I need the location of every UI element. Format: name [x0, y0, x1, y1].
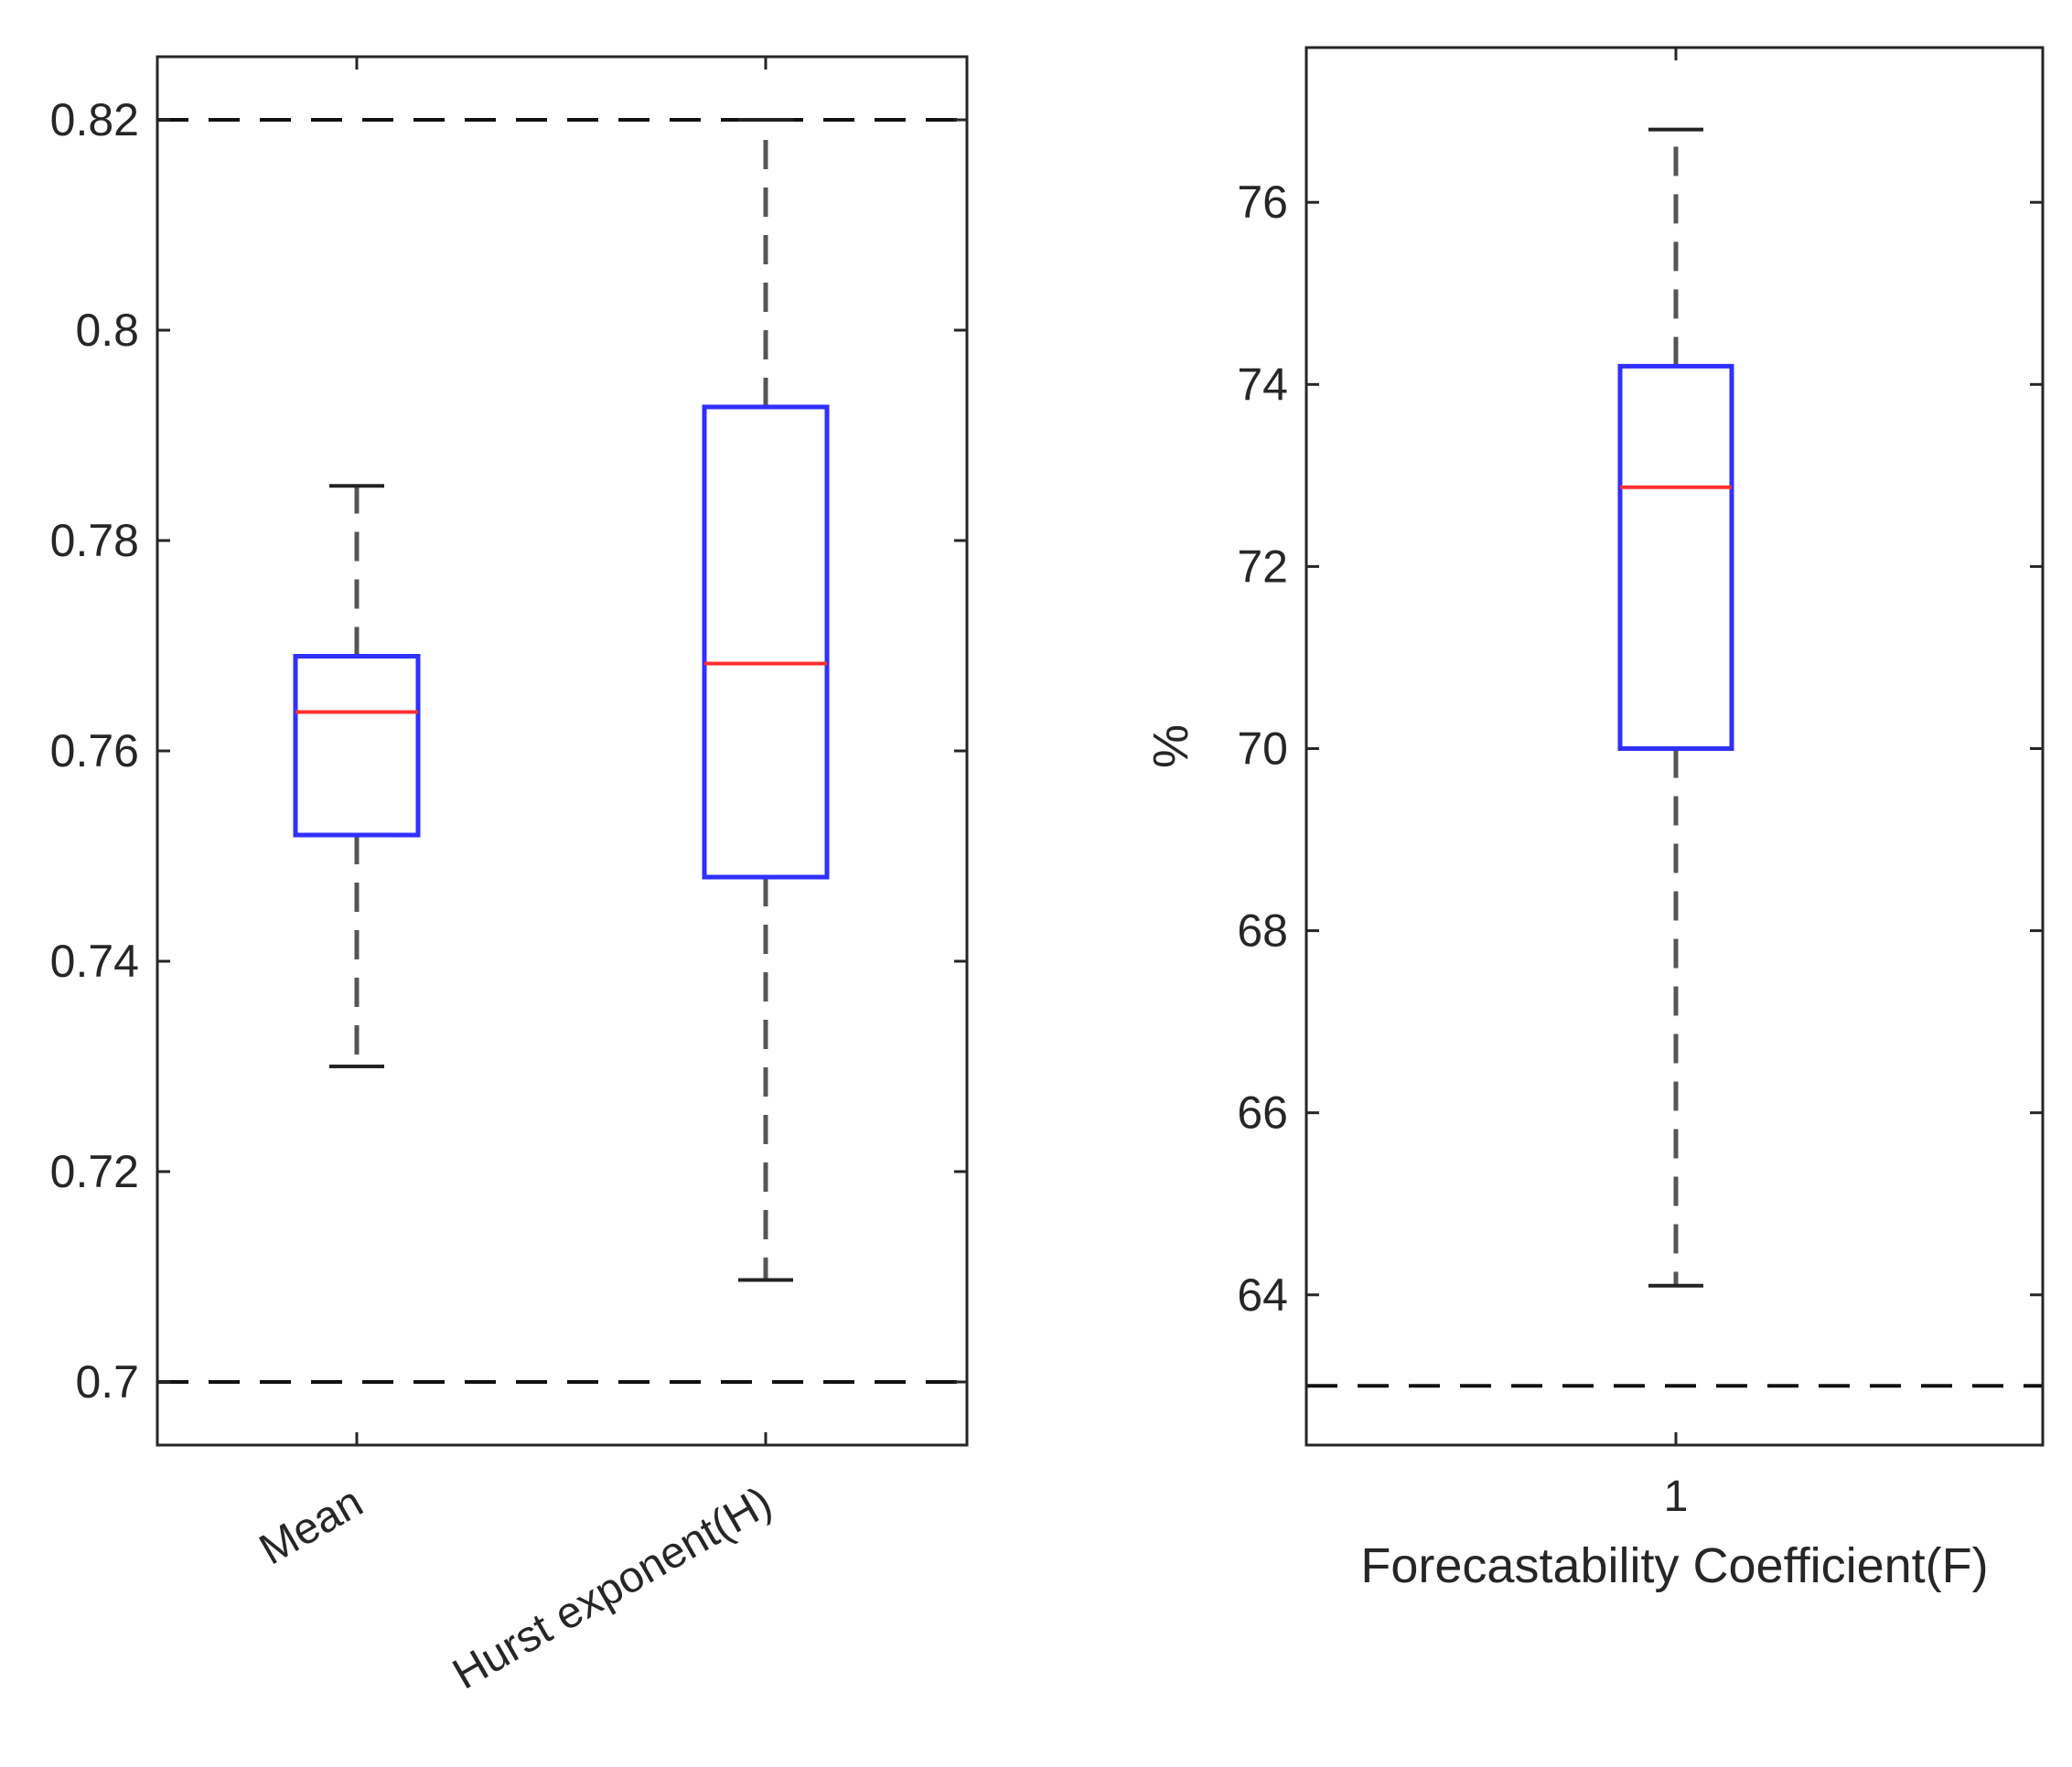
- y-tick-label: 76: [1237, 177, 1288, 228]
- box-2: [702, 118, 830, 1282]
- y-tick-label: 0.72: [50, 1146, 139, 1197]
- y-tick-label: 0.7: [75, 1356, 139, 1408]
- box-iqr: [702, 404, 830, 880]
- x-category-label: Hurst exponent(H): [445, 1478, 779, 1699]
- panel-2: 64 66 68 70 72 74 76 1 Forecastability Coefficie…: [1143, 46, 2045, 1593]
- y-tick-label: 64: [1237, 1269, 1288, 1321]
- box-iqr: [293, 654, 421, 838]
- y-tick-label: 0.76: [50, 725, 139, 776]
- y-tick-label: 72: [1237, 541, 1288, 592]
- y-tick-label: 0.74: [50, 936, 139, 987]
- y-axis-label: %: [1143, 724, 1198, 768]
- y-tick-label: 74: [1237, 359, 1288, 410]
- x-category-label: 1: [1664, 1472, 1689, 1521]
- box-1: [293, 484, 421, 1068]
- panel-1: 0.7 0.72 0.74 0.76 0.78 0.8 0.82 Mean Hurst expo…: [50, 55, 969, 1699]
- y-tick-label: 0.8: [75, 305, 139, 356]
- x-axis-label: Forecastability Coefficient(F): [1360, 1538, 1988, 1593]
- x-category-label: Mean: [252, 1478, 370, 1575]
- y-tick-label: 66: [1237, 1087, 1288, 1139]
- y-tick-label: 0.82: [50, 94, 139, 145]
- y-tick-label: 70: [1237, 723, 1288, 774]
- box-iqr: [1617, 363, 1734, 751]
- y-tick-label: 0.78: [50, 515, 139, 566]
- y-tick-label: 68: [1237, 905, 1288, 957]
- axes-frame: [156, 55, 969, 1447]
- box-1: [1617, 127, 1734, 1288]
